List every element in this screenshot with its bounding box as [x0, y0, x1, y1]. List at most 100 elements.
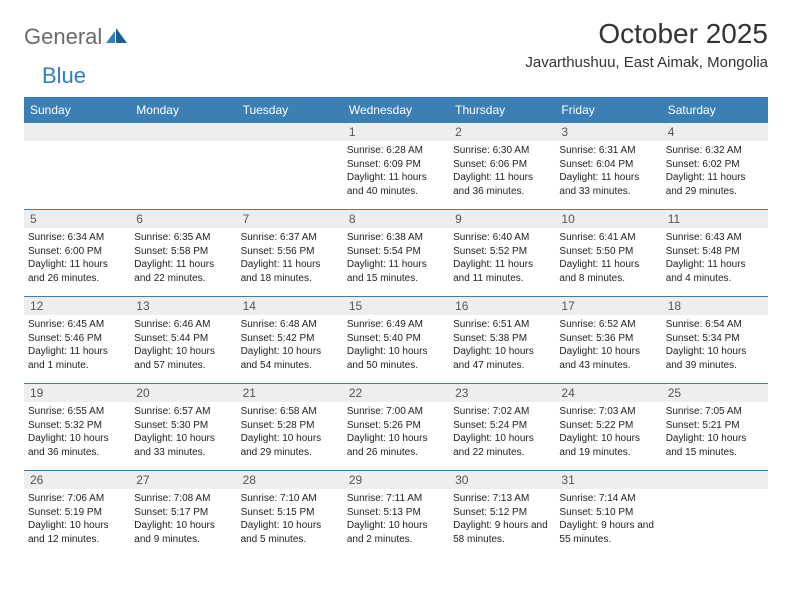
day-cell: 5Sunrise: 6:34 AMSunset: 6:00 PMDaylight…	[24, 210, 130, 296]
day-number: 1	[343, 123, 449, 141]
sunset-text: Sunset: 6:00 PM	[28, 245, 126, 259]
week-row: 26Sunrise: 7:06 AMSunset: 5:19 PMDayligh…	[24, 470, 768, 557]
day-body: Sunrise: 6:58 AMSunset: 5:28 PMDaylight:…	[237, 402, 343, 463]
daylight-text: Daylight: 11 hours and 26 minutes.	[28, 258, 126, 285]
day-cell: .	[237, 123, 343, 209]
day-body: Sunrise: 6:46 AMSunset: 5:44 PMDaylight:…	[130, 315, 236, 376]
daylight-text: Daylight: 11 hours and 33 minutes.	[559, 171, 657, 198]
day-body: Sunrise: 6:30 AMSunset: 6:06 PMDaylight:…	[449, 141, 555, 202]
day-number: 7	[237, 210, 343, 228]
sunset-text: Sunset: 5:52 PM	[453, 245, 551, 259]
brand-text-general: General	[24, 24, 102, 50]
day-number: 18	[662, 297, 768, 315]
day-body: Sunrise: 6:28 AMSunset: 6:09 PMDaylight:…	[343, 141, 449, 202]
sunrise-text: Sunrise: 6:41 AM	[559, 231, 657, 245]
day-body: Sunrise: 6:54 AMSunset: 5:34 PMDaylight:…	[662, 315, 768, 376]
sunset-text: Sunset: 6:06 PM	[453, 158, 551, 172]
day-header-sunday: Sunday	[24, 98, 130, 122]
day-body: Sunrise: 6:41 AMSunset: 5:50 PMDaylight:…	[555, 228, 661, 289]
day-body: Sunrise: 6:34 AMSunset: 6:00 PMDaylight:…	[24, 228, 130, 289]
sunrise-text: Sunrise: 7:05 AM	[666, 405, 764, 419]
day-number: 24	[555, 384, 661, 402]
sunrise-text: Sunrise: 6:31 AM	[559, 144, 657, 158]
day-cell: 17Sunrise: 6:52 AMSunset: 5:36 PMDayligh…	[555, 297, 661, 383]
sunrise-text: Sunrise: 6:43 AM	[666, 231, 764, 245]
day-body: Sunrise: 6:35 AMSunset: 5:58 PMDaylight:…	[130, 228, 236, 289]
sunset-text: Sunset: 5:10 PM	[559, 506, 657, 520]
day-number: 14	[237, 297, 343, 315]
daylight-text: Daylight: 11 hours and 8 minutes.	[559, 258, 657, 285]
daylight-text: Daylight: 10 hours and 29 minutes.	[241, 432, 339, 459]
day-cell: 24Sunrise: 7:03 AMSunset: 5:22 PMDayligh…	[555, 384, 661, 470]
day-number: 20	[130, 384, 236, 402]
sunset-text: Sunset: 5:32 PM	[28, 419, 126, 433]
day-body: Sunrise: 6:49 AMSunset: 5:40 PMDaylight:…	[343, 315, 449, 376]
day-body: Sunrise: 7:14 AMSunset: 5:10 PMDaylight:…	[555, 489, 661, 550]
sunrise-text: Sunrise: 6:34 AM	[28, 231, 126, 245]
month-title: October 2025	[525, 18, 768, 50]
sunrise-text: Sunrise: 7:13 AM	[453, 492, 551, 506]
sunrise-text: Sunrise: 7:06 AM	[28, 492, 126, 506]
daylight-text: Daylight: 11 hours and 4 minutes.	[666, 258, 764, 285]
daylight-text: Daylight: 9 hours and 55 minutes.	[559, 519, 657, 546]
sunset-text: Sunset: 5:13 PM	[347, 506, 445, 520]
day-number: 2	[449, 123, 555, 141]
day-cell: 19Sunrise: 6:55 AMSunset: 5:32 PMDayligh…	[24, 384, 130, 470]
sunset-text: Sunset: 5:34 PM	[666, 332, 764, 346]
brand-text-blue: Blue	[42, 63, 86, 89]
daylight-text: Daylight: 11 hours and 36 minutes.	[453, 171, 551, 198]
brand-mark-icon	[106, 26, 128, 49]
sunrise-text: Sunrise: 6:30 AM	[453, 144, 551, 158]
week-row: 19Sunrise: 6:55 AMSunset: 5:32 PMDayligh…	[24, 383, 768, 470]
daylight-text: Daylight: 10 hours and 12 minutes.	[28, 519, 126, 546]
day-header-monday: Monday	[130, 98, 236, 122]
daylight-text: Daylight: 11 hours and 40 minutes.	[347, 171, 445, 198]
sunrise-text: Sunrise: 6:46 AM	[134, 318, 232, 332]
brand-logo: General	[24, 18, 130, 50]
day-cell: 3Sunrise: 6:31 AMSunset: 6:04 PMDaylight…	[555, 123, 661, 209]
day-cell: 23Sunrise: 7:02 AMSunset: 5:24 PMDayligh…	[449, 384, 555, 470]
day-cell: 27Sunrise: 7:08 AMSunset: 5:17 PMDayligh…	[130, 471, 236, 557]
sunset-text: Sunset: 5:24 PM	[453, 419, 551, 433]
sunset-text: Sunset: 5:48 PM	[666, 245, 764, 259]
day-cell: 21Sunrise: 6:58 AMSunset: 5:28 PMDayligh…	[237, 384, 343, 470]
day-cell: 15Sunrise: 6:49 AMSunset: 5:40 PMDayligh…	[343, 297, 449, 383]
sunrise-text: Sunrise: 6:49 AM	[347, 318, 445, 332]
sunrise-text: Sunrise: 6:54 AM	[666, 318, 764, 332]
daylight-text: Daylight: 10 hours and 36 minutes.	[28, 432, 126, 459]
day-number: 16	[449, 297, 555, 315]
sunset-text: Sunset: 5:28 PM	[241, 419, 339, 433]
sunset-text: Sunset: 5:56 PM	[241, 245, 339, 259]
sunset-text: Sunset: 5:40 PM	[347, 332, 445, 346]
day-cell: 20Sunrise: 6:57 AMSunset: 5:30 PMDayligh…	[130, 384, 236, 470]
day-body: Sunrise: 7:02 AMSunset: 5:24 PMDaylight:…	[449, 402, 555, 463]
daylight-text: Daylight: 10 hours and 2 minutes.	[347, 519, 445, 546]
daylight-text: Daylight: 10 hours and 57 minutes.	[134, 345, 232, 372]
day-header-thursday: Thursday	[449, 98, 555, 122]
day-number: 21	[237, 384, 343, 402]
day-body: Sunrise: 7:11 AMSunset: 5:13 PMDaylight:…	[343, 489, 449, 550]
day-number: 13	[130, 297, 236, 315]
day-cell: 18Sunrise: 6:54 AMSunset: 5:34 PMDayligh…	[662, 297, 768, 383]
sunrise-text: Sunrise: 7:11 AM	[347, 492, 445, 506]
daylight-text: Daylight: 10 hours and 15 minutes.	[666, 432, 764, 459]
sunset-text: Sunset: 5:17 PM	[134, 506, 232, 520]
day-header-tuesday: Tuesday	[237, 98, 343, 122]
day-cell: 14Sunrise: 6:48 AMSunset: 5:42 PMDayligh…	[237, 297, 343, 383]
day-body: Sunrise: 6:57 AMSunset: 5:30 PMDaylight:…	[130, 402, 236, 463]
sunrise-text: Sunrise: 7:10 AM	[241, 492, 339, 506]
day-number: 23	[449, 384, 555, 402]
day-body: Sunrise: 6:48 AMSunset: 5:42 PMDaylight:…	[237, 315, 343, 376]
sunrise-text: Sunrise: 6:48 AM	[241, 318, 339, 332]
day-number: .	[130, 123, 236, 141]
daylight-text: Daylight: 10 hours and 9 minutes.	[134, 519, 232, 546]
sunset-text: Sunset: 5:44 PM	[134, 332, 232, 346]
day-body: Sunrise: 6:45 AMSunset: 5:46 PMDaylight:…	[24, 315, 130, 376]
sunset-text: Sunset: 5:12 PM	[453, 506, 551, 520]
day-cell: 11Sunrise: 6:43 AMSunset: 5:48 PMDayligh…	[662, 210, 768, 296]
sunset-text: Sunset: 5:26 PM	[347, 419, 445, 433]
day-number: 31	[555, 471, 661, 489]
sunrise-text: Sunrise: 6:51 AM	[453, 318, 551, 332]
sunrise-text: Sunrise: 6:52 AM	[559, 318, 657, 332]
day-body: Sunrise: 7:13 AMSunset: 5:12 PMDaylight:…	[449, 489, 555, 550]
